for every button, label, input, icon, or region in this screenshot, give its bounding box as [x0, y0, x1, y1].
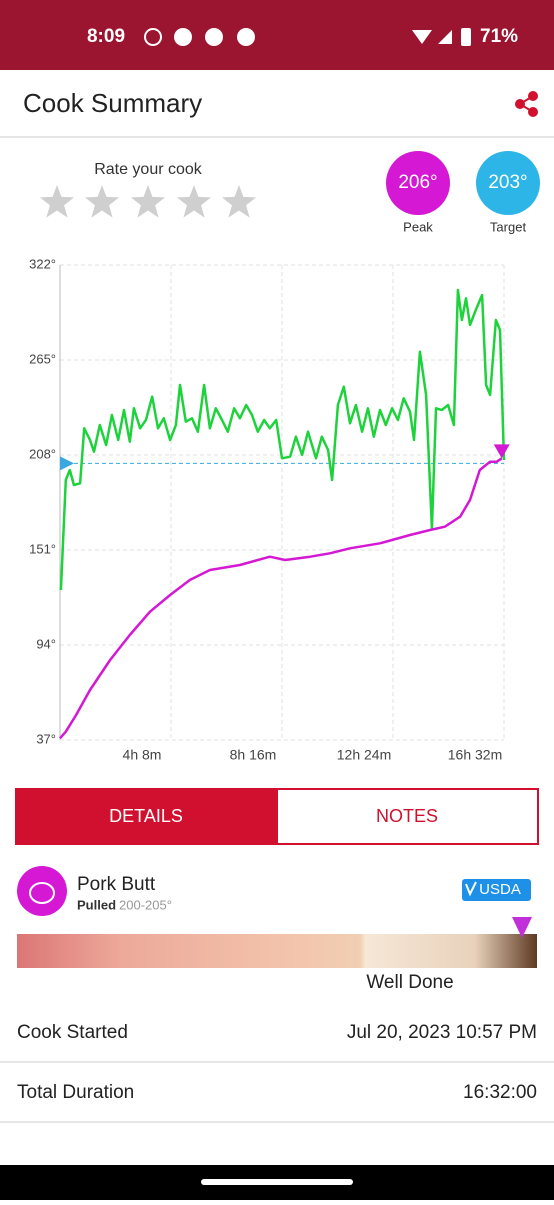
- meat-name: Pork Butt: [77, 874, 156, 895]
- star[interactable]: [84, 185, 120, 218]
- clock: 8:09: [87, 26, 125, 47]
- y-tick-label: 151°: [29, 541, 56, 556]
- row-label: Total Duration: [17, 1082, 134, 1103]
- row-value: 16:32:00: [463, 1082, 537, 1103]
- x-tick-label: 8h 16m: [230, 747, 277, 763]
- doneness-label: Well Done: [366, 972, 453, 993]
- end-marker: [493, 444, 510, 459]
- star[interactable]: [176, 185, 212, 218]
- temperature-chart: 37° 94° 151° 208° 265° 322° 4h 8m 8h 16m 12h 24m…: [29, 256, 510, 763]
- x-tick-label: 4h 8m: [123, 747, 162, 763]
- target-caption: Target: [490, 219, 527, 234]
- series-line: [59, 288, 506, 591]
- peak-value: 206°: [398, 172, 437, 193]
- y-tick-label: 94°: [36, 636, 56, 651]
- usda-label: USDA: [479, 881, 521, 898]
- star[interactable]: [221, 185, 257, 218]
- meat-icon: [17, 866, 67, 916]
- details-tab-label[interactable]: DETAILS: [109, 806, 183, 826]
- target-marker: [60, 456, 74, 471]
- x-tick-label: 16h 32m: [448, 747, 502, 763]
- share-button[interactable]: [515, 91, 538, 117]
- doneness-bar: [17, 934, 537, 968]
- series-line: [59, 457, 503, 740]
- y-tick-label: 265°: [29, 351, 56, 366]
- stars: [39, 185, 257, 218]
- notes-tab-label[interactable]: NOTES: [376, 806, 438, 826]
- check: [465, 881, 477, 897]
- y-tick-label: 208°: [29, 446, 56, 461]
- y-tick-label: 37°: [36, 731, 56, 746]
- doneness-marker: [512, 917, 532, 938]
- home-indicator[interactable]: [201, 1179, 353, 1185]
- peak-badge: [386, 151, 450, 215]
- row-value: Jul 20, 2023 10:57 PM: [347, 1022, 537, 1043]
- peak-caption: Peak: [403, 219, 433, 234]
- meat-style: Pulled: [77, 897, 116, 912]
- star[interactable]: [39, 185, 75, 218]
- usda-badge: [462, 879, 531, 901]
- star[interactable]: [130, 185, 166, 218]
- target-badge: [476, 151, 540, 215]
- y-tick-label: 322°: [29, 256, 56, 271]
- battery: 71%: [480, 26, 518, 47]
- details-tab[interactable]: [15, 788, 277, 845]
- notes-tab[interactable]: [276, 788, 539, 845]
- meat-range: 200-205°: [119, 897, 172, 912]
- rating-label: Rate your cook: [94, 161, 203, 178]
- pig-glyph: [29, 882, 55, 904]
- x-tick-label: 12h 24m: [337, 747, 391, 763]
- row-label: Cook Started: [17, 1022, 128, 1043]
- target-value: 203°: [488, 172, 527, 193]
- status-icons: [144, 28, 471, 46]
- page-title: Cook Summary: [23, 88, 202, 118]
